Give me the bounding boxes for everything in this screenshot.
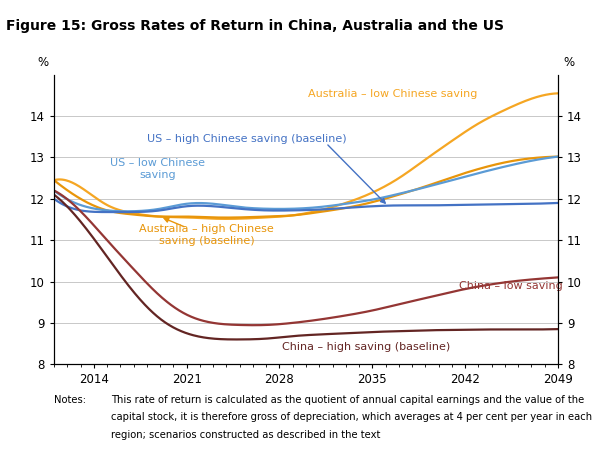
Text: US – low Chinese
saving: US – low Chinese saving <box>110 158 205 180</box>
Text: %: % <box>563 56 574 69</box>
Text: Figure 15: Gross Rates of Return in China, Australia and the US: Figure 15: Gross Rates of Return in Chin… <box>6 19 504 33</box>
Text: This rate of return is calculated as the quotient of annual capital earnings and: This rate of return is calculated as the… <box>111 395 584 404</box>
Text: Australia – high Chinese
saving (baseline): Australia – high Chinese saving (baselin… <box>139 224 274 247</box>
Text: China – low saving: China – low saving <box>458 282 562 291</box>
Text: Australia – low Chinese saving: Australia – low Chinese saving <box>308 89 477 99</box>
Text: %: % <box>38 56 49 69</box>
Text: Notes:: Notes: <box>54 395 86 404</box>
Text: capital stock, it is therefore gross of depreciation, which averages at 4 per ce: capital stock, it is therefore gross of … <box>111 412 592 422</box>
Text: US – high Chinese saving (baseline): US – high Chinese saving (baseline) <box>146 134 346 144</box>
Text: China – high saving (baseline): China – high saving (baseline) <box>281 341 450 352</box>
Text: region; scenarios constructed as described in the text: region; scenarios constructed as describ… <box>111 430 380 440</box>
